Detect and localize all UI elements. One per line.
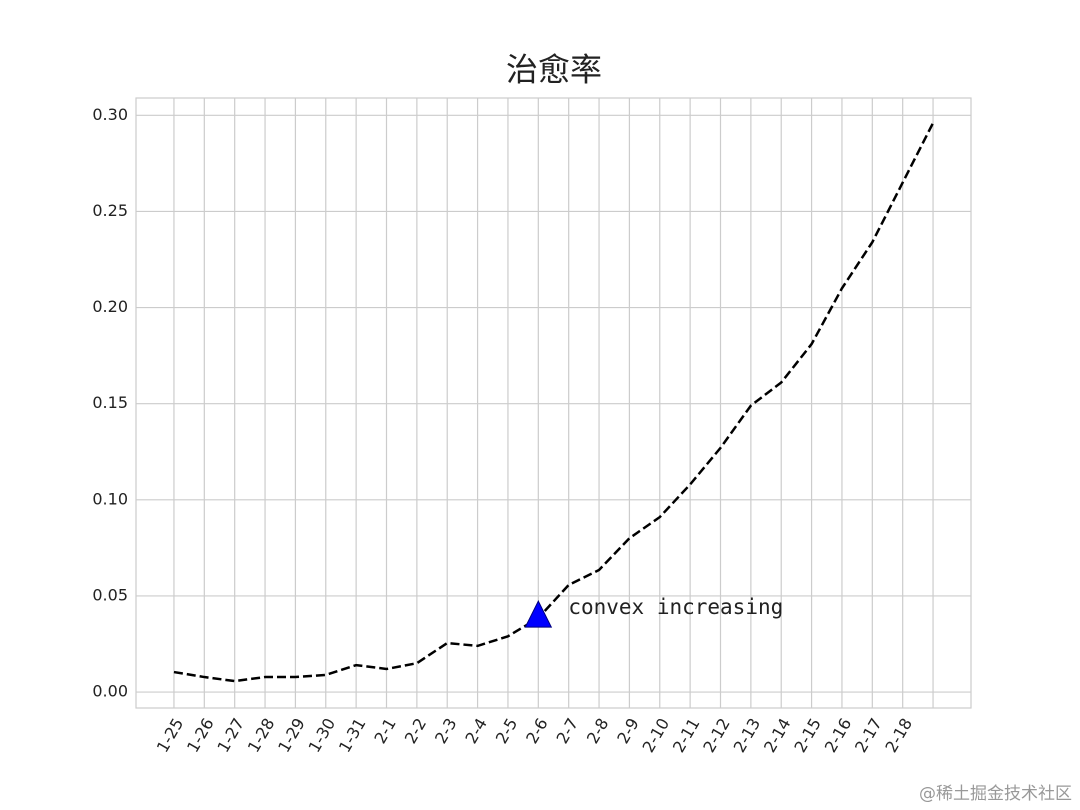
x-tick-label: 2-9 — [613, 715, 643, 747]
x-tick-label: 2-1 — [370, 715, 400, 747]
x-tick-label: 2-16 — [821, 715, 856, 756]
x-tick-label: 2-14 — [760, 715, 795, 756]
x-tick-label: 2-6 — [522, 715, 552, 747]
y-tick-label: 0.30 — [92, 105, 128, 124]
x-tick-label: 2-2 — [401, 715, 431, 747]
y-tick-label: 0.15 — [92, 393, 128, 412]
x-tick-label: 2-12 — [699, 715, 734, 756]
x-tick-label: 2-10 — [639, 715, 674, 756]
x-tick-label: 2-3 — [431, 715, 461, 747]
x-tick-label: 1-31 — [335, 715, 370, 756]
x-tick-label: 2-17 — [851, 715, 886, 756]
x-tick-label: 1-25 — [153, 715, 188, 756]
y-tick-label: 0.05 — [92, 585, 128, 604]
x-tick-label: 1-29 — [274, 715, 309, 756]
x-tick-label: 2-5 — [492, 715, 522, 747]
y-tick-label: 0.25 — [92, 201, 128, 220]
x-tick-label: 1-30 — [305, 715, 340, 756]
x-tick-label: 2-8 — [583, 715, 613, 747]
x-tick-label: 1-28 — [244, 715, 279, 756]
x-tick-label: 2-13 — [730, 715, 765, 756]
x-tick-label: 1-26 — [183, 715, 218, 756]
y-tick-label: 0.20 — [92, 297, 128, 316]
x-tick-label: 1-27 — [213, 715, 248, 756]
annotation-marker — [524, 600, 553, 628]
watermark: @稀土掘金技术社区 — [919, 784, 1072, 804]
line-series — [173, 122, 935, 683]
chart-title: 治愈率 — [506, 51, 602, 89]
x-tick-label: 2-11 — [669, 715, 704, 756]
y-tick-label: 0.10 — [92, 489, 128, 508]
y-tick-label: 0.00 — [92, 682, 128, 701]
x-tick-label: 2-15 — [790, 715, 825, 756]
x-tick-label: 2-7 — [553, 715, 583, 747]
plot-frame — [135, 97, 972, 709]
x-tick-label: 2-4 — [461, 715, 491, 747]
x-tick-label: 2-18 — [881, 715, 916, 756]
annotation-text: convex increasing — [568, 595, 783, 619]
